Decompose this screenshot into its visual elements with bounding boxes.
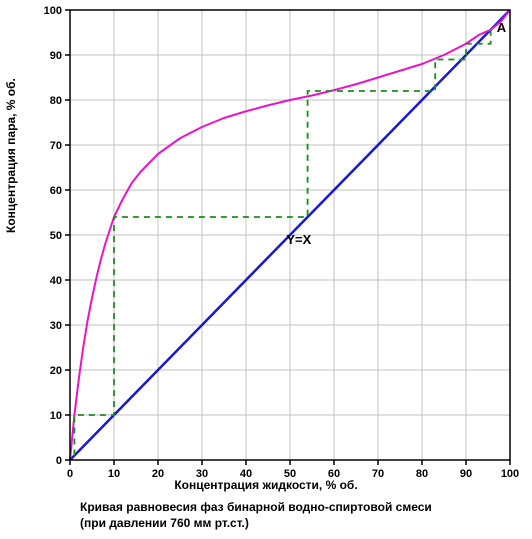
svg-text:50: 50 [50, 230, 62, 242]
svg-text:40: 40 [50, 275, 62, 287]
y-axis-label: Концентрация пара, % об. [4, 78, 18, 233]
svg-text:60: 60 [50, 185, 62, 197]
svg-text:80: 80 [50, 95, 62, 107]
svg-text:20: 20 [50, 365, 62, 377]
svg-text:90: 90 [50, 50, 62, 62]
svg-text:70: 70 [50, 140, 62, 152]
svg-text:0: 0 [56, 455, 62, 467]
svg-text:100: 100 [44, 5, 62, 17]
svg-text:Y=X: Y=X [286, 232, 311, 247]
vle-chart: 0102030405060708090100010203040506070809… [0, 0, 532, 485]
caption-line-1: Кривая равновесия фаз бинарной водно-спи… [80, 500, 432, 514]
svg-text:30: 30 [50, 320, 62, 332]
x-axis-label: Концентрация жидкости, % об. [0, 478, 532, 492]
svg-text:10: 10 [50, 410, 62, 422]
chart-caption: Кривая равновесия фаз бинарной водно-спи… [80, 500, 522, 531]
svg-text:A: A [497, 20, 507, 35]
caption-line-2: (при давлении 760 мм рт.ст.) [80, 516, 249, 530]
